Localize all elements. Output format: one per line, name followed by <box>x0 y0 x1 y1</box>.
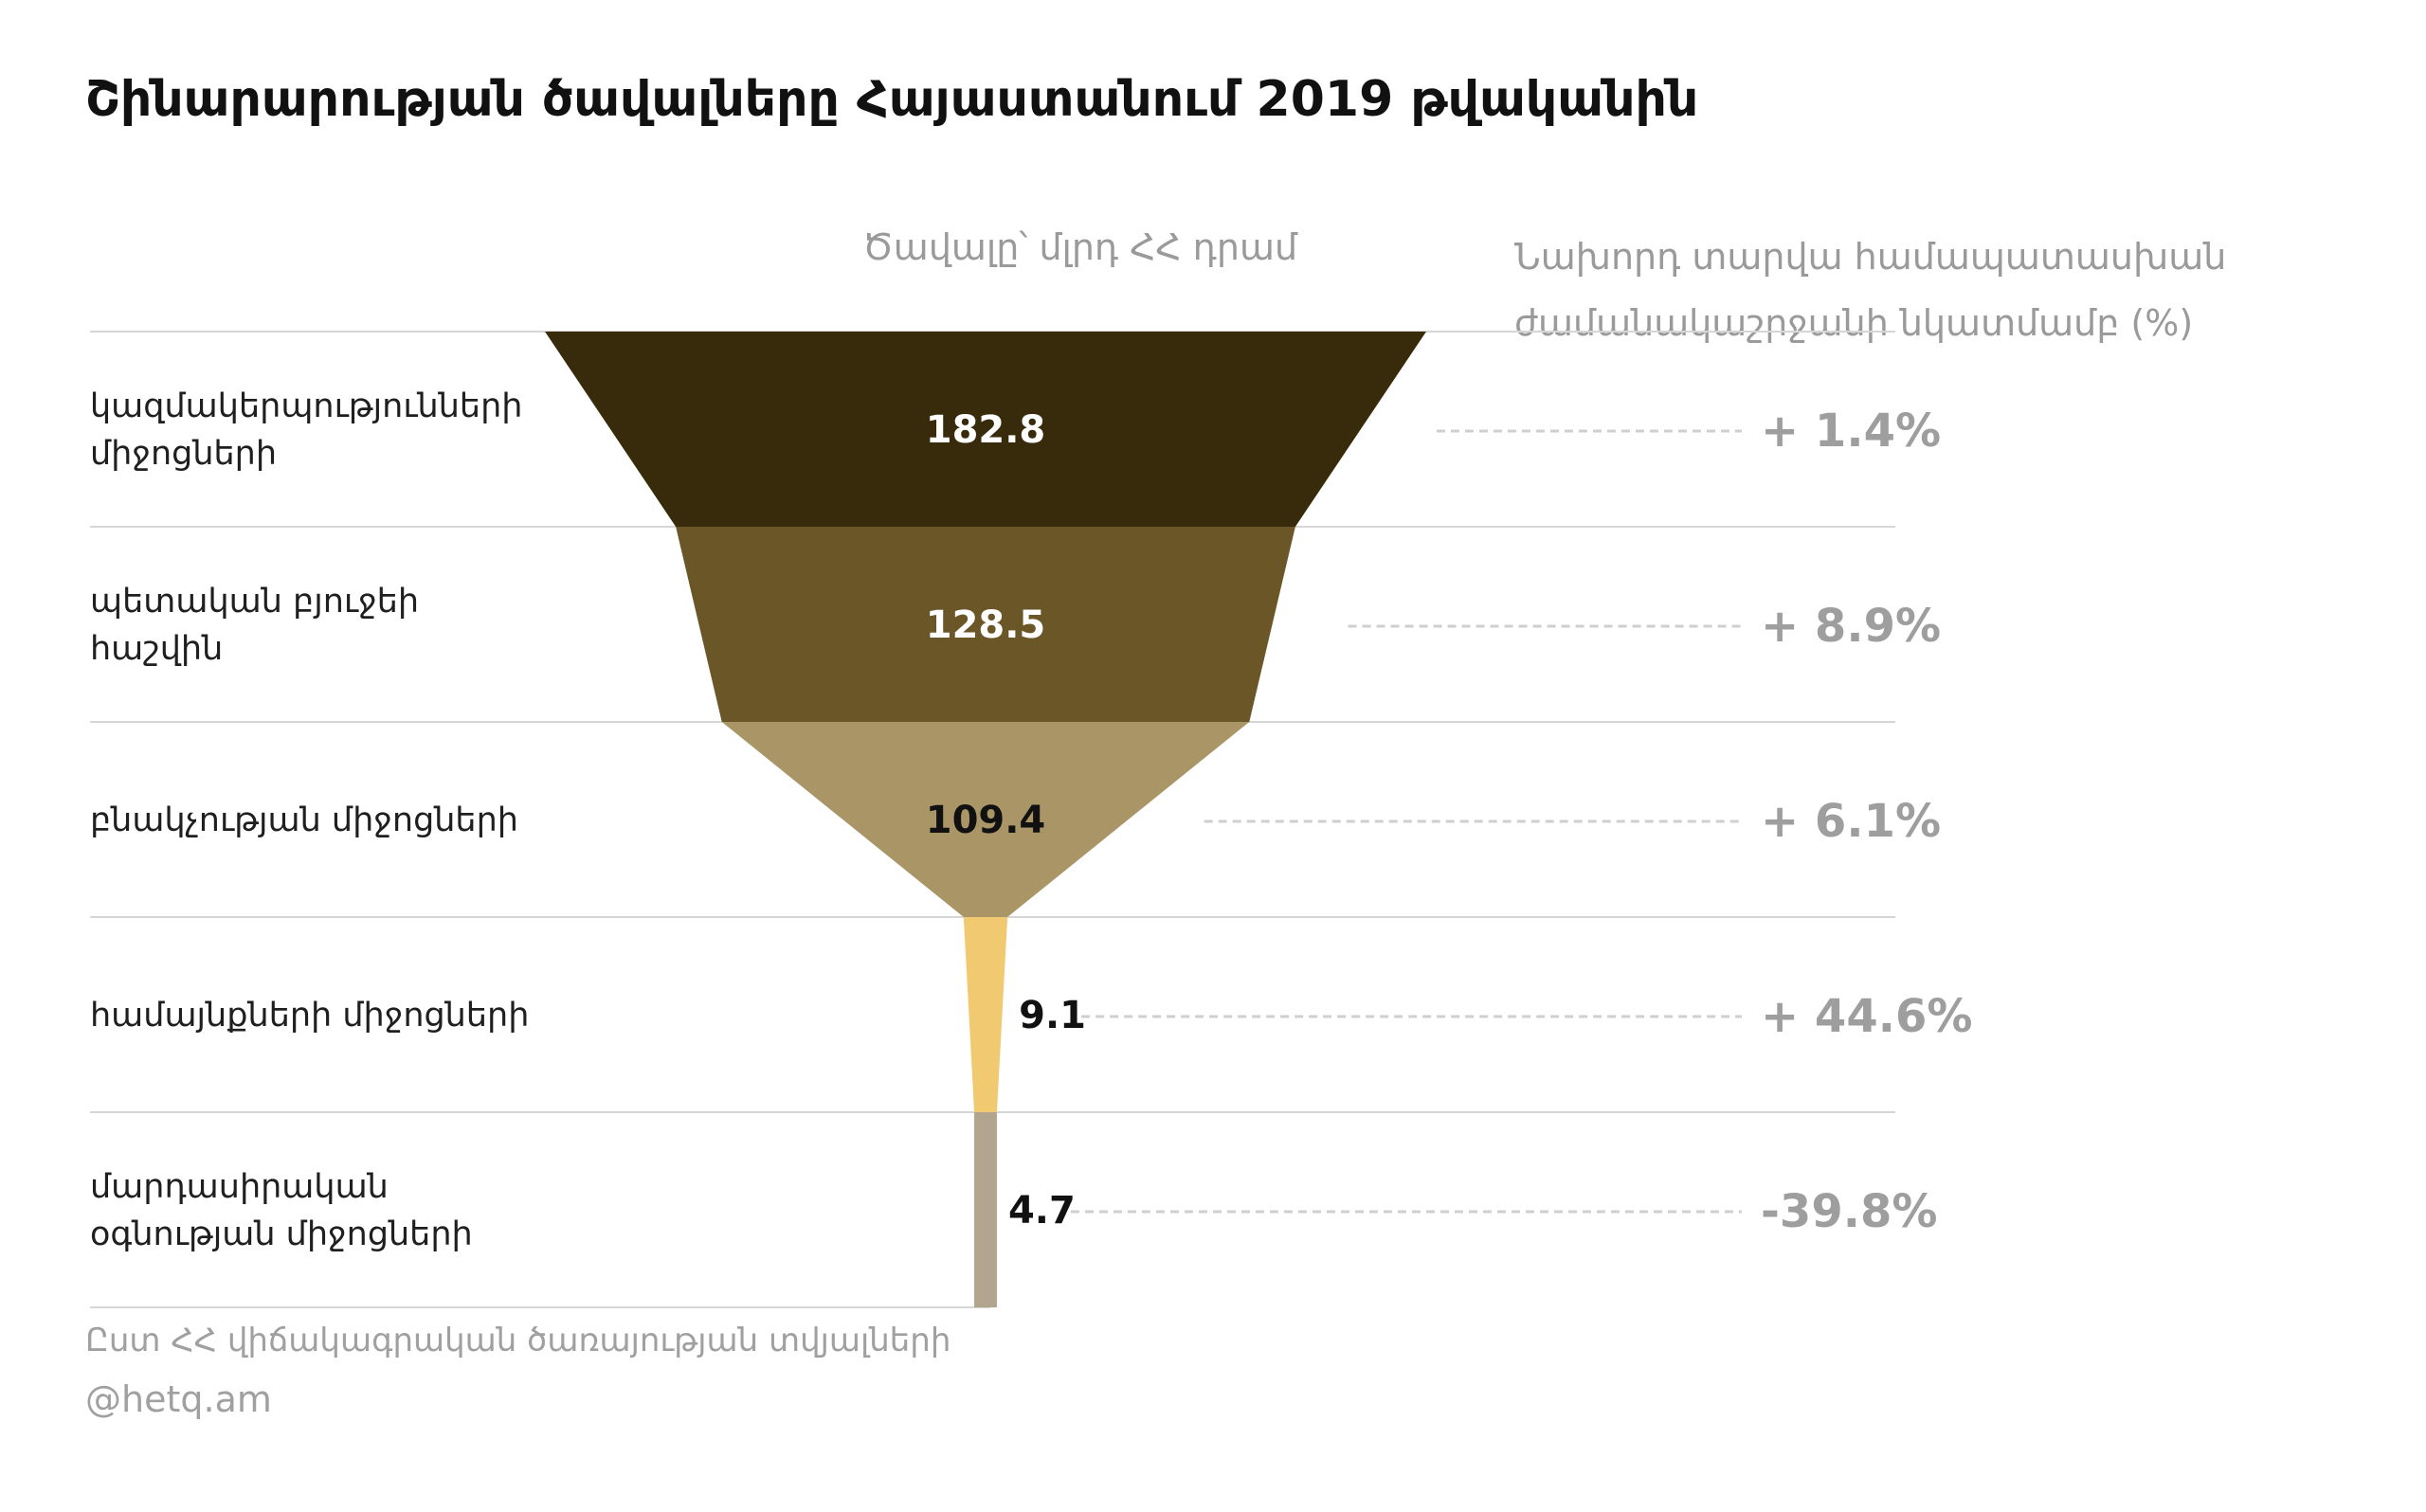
category-label: միջոցների <box>90 435 277 473</box>
change-column-header-line-1: Նախորդ տարվա համապատասխան <box>1514 236 2226 278</box>
category-label: կազմակերպությունների <box>90 387 522 425</box>
funnel-segment <box>676 527 1295 722</box>
category-label: պետական բյուջեի <box>90 583 419 621</box>
funnel-segment <box>545 332 1426 527</box>
change-value: + 6.1% <box>1761 795 1941 848</box>
funnel-segment <box>963 917 1008 1112</box>
category-label: օգնության միջոցների <box>90 1215 473 1253</box>
category-label: համայնքների միջոցների <box>90 997 529 1035</box>
funnel-segment <box>721 722 1250 917</box>
change-value: -39.8% <box>1761 1185 1937 1238</box>
funnel-rows: 182.8 + 1.4% կազմակերպությունների միջոցների… <box>90 331 1972 1308</box>
category-label: մարդասիրական <box>90 1168 389 1206</box>
source-note: Ըստ ՀՀ վիճակագրական ծառայության տվյալներ… <box>85 1322 950 1359</box>
data-label: 4.7 <box>1008 1189 1076 1233</box>
change-column-header-line-2: ժամանակաշրջանի նկատմամբ (%) <box>1514 302 2193 344</box>
value-column-header: Ծավալը՝ մլրդ ՀՀ դրամ <box>862 226 1298 268</box>
funnel-segment <box>974 1112 997 1307</box>
category-label: հաշվին <box>90 630 223 668</box>
data-label: 109.4 <box>926 799 1046 842</box>
site-handle: @hetq.am <box>85 1378 272 1420</box>
change-value: + 44.6% <box>1761 990 1972 1043</box>
data-label: 128.5 <box>926 603 1046 647</box>
chart-title: Շինարարության ծավալները Հայաստանում 2019… <box>85 71 1698 128</box>
data-label: 182.8 <box>926 408 1046 452</box>
data-label: 9.1 <box>1019 994 1086 1037</box>
category-label: բնակչության միջոցների <box>90 801 518 839</box>
change-value: + 1.4% <box>1761 405 1941 458</box>
change-value: + 8.9% <box>1761 600 1941 653</box>
